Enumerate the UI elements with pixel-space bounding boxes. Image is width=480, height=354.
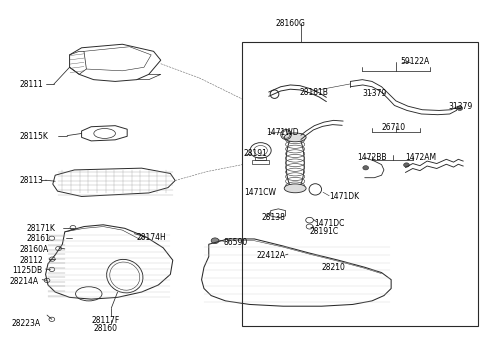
Circle shape (363, 166, 369, 170)
Text: 28111: 28111 (19, 80, 43, 90)
Text: 28223A: 28223A (12, 319, 41, 329)
Text: 28174H: 28174H (137, 233, 167, 242)
Text: 28191C: 28191C (310, 227, 339, 236)
Circle shape (56, 246, 61, 251)
Text: 28181B: 28181B (300, 87, 329, 97)
Text: 28160G: 28160G (276, 18, 306, 28)
Text: 28160A: 28160A (19, 245, 48, 254)
Text: 59122A: 59122A (401, 57, 430, 67)
Text: 1471DC: 1471DC (314, 218, 345, 228)
Text: 86590: 86590 (223, 238, 247, 247)
Circle shape (49, 317, 55, 321)
Text: 31379: 31379 (362, 89, 386, 98)
Text: 28112: 28112 (19, 256, 43, 265)
Text: 1471CW: 1471CW (244, 188, 276, 198)
Ellipse shape (284, 184, 306, 193)
Text: 28113: 28113 (19, 176, 43, 185)
Text: 1472AM: 1472AM (406, 153, 437, 162)
Circle shape (49, 236, 55, 240)
Text: 1125DB: 1125DB (12, 266, 42, 275)
Text: 1472BB: 1472BB (358, 153, 387, 162)
Text: 28210: 28210 (322, 263, 346, 272)
Bar (242, 42, 478, 326)
Circle shape (49, 267, 55, 272)
Text: 28117F: 28117F (91, 316, 120, 325)
Text: 22412A: 22412A (257, 251, 286, 260)
Text: 28160: 28160 (94, 324, 118, 333)
Circle shape (44, 278, 50, 282)
Circle shape (70, 225, 76, 230)
Circle shape (211, 238, 219, 244)
Text: 28214A: 28214A (10, 277, 39, 286)
Text: 31379: 31379 (449, 102, 473, 111)
Text: 26710: 26710 (382, 123, 406, 132)
Text: 28115K: 28115K (19, 132, 48, 141)
Text: 28161: 28161 (26, 234, 50, 244)
Circle shape (457, 106, 463, 110)
Circle shape (49, 257, 55, 261)
Ellipse shape (284, 133, 306, 142)
Text: 28171K: 28171K (26, 224, 55, 233)
Text: 1471WD: 1471WD (266, 128, 299, 137)
Text: 1471DK: 1471DK (329, 192, 359, 201)
Text: 28138: 28138 (262, 213, 286, 222)
Text: 28191: 28191 (244, 149, 268, 159)
Circle shape (404, 163, 409, 167)
